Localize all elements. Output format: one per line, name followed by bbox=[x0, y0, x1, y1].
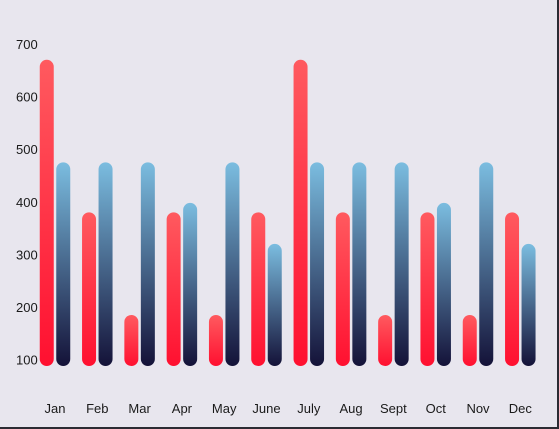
bars bbox=[39, 59, 536, 367]
bar-june-series-1 bbox=[251, 212, 266, 366]
bar-jan-series-1 bbox=[39, 59, 54, 367]
y-tick-label: 500 bbox=[16, 142, 38, 157]
bar-aug-series-2 bbox=[352, 162, 367, 366]
y-tick-label: 100 bbox=[16, 353, 38, 368]
bar-apr-series-1 bbox=[166, 212, 181, 366]
bar-oct-series-2 bbox=[436, 202, 451, 366]
bar-may-series-2 bbox=[225, 162, 240, 366]
right-border bbox=[557, 0, 559, 429]
bar-mar-series-2 bbox=[140, 162, 155, 366]
x-tick-label: Feb bbox=[86, 401, 108, 416]
x-tick-label: Aug bbox=[340, 401, 363, 416]
bar-feb-series-2 bbox=[98, 162, 113, 366]
bar-july-series-1 bbox=[293, 59, 308, 367]
bar-oct-series-1 bbox=[420, 212, 435, 366]
bottom-border bbox=[0, 427, 559, 429]
bar-jan-series-2 bbox=[56, 162, 71, 366]
bar-aug-series-1 bbox=[335, 212, 350, 366]
bar-may-series-1 bbox=[208, 314, 223, 366]
bar-sept-series-1 bbox=[378, 314, 393, 366]
x-axis: Jan Feb Mar Apr May June July Aug Sept Oct Nov Dec bbox=[45, 401, 533, 416]
y-tick-label: 200 bbox=[16, 300, 38, 315]
bar-dec-series-1 bbox=[505, 212, 520, 366]
y-tick-label: 600 bbox=[16, 90, 38, 105]
x-tick-label: Apr bbox=[172, 401, 193, 416]
bar-nov-series-1 bbox=[462, 314, 477, 366]
bar-nov-series-2 bbox=[479, 162, 494, 366]
bar-mar-series-1 bbox=[124, 314, 139, 366]
x-tick-label: Jan bbox=[45, 401, 66, 416]
y-tick-label: 400 bbox=[16, 195, 38, 210]
x-tick-label: Mar bbox=[128, 401, 151, 416]
x-tick-label: May bbox=[212, 401, 237, 416]
bar-sept-series-2 bbox=[394, 162, 409, 366]
y-tick-label: 300 bbox=[16, 247, 38, 262]
x-tick-label: July bbox=[297, 401, 321, 416]
bar-june-series-2 bbox=[267, 243, 282, 366]
y-tick-label: 700 bbox=[16, 37, 38, 52]
x-tick-label: Oct bbox=[426, 401, 447, 416]
bar-feb-series-1 bbox=[82, 212, 97, 366]
y-axis: 700 600 500 400 300 200 100 bbox=[16, 37, 38, 368]
bar-dec-series-2 bbox=[521, 243, 536, 366]
x-tick-label: Nov bbox=[466, 401, 490, 416]
x-tick-label: June bbox=[252, 401, 280, 416]
x-tick-label: Sept bbox=[380, 401, 407, 416]
bar-july-series-2 bbox=[310, 162, 325, 366]
x-tick-label: Dec bbox=[509, 401, 533, 416]
bar-apr-series-2 bbox=[183, 202, 198, 366]
